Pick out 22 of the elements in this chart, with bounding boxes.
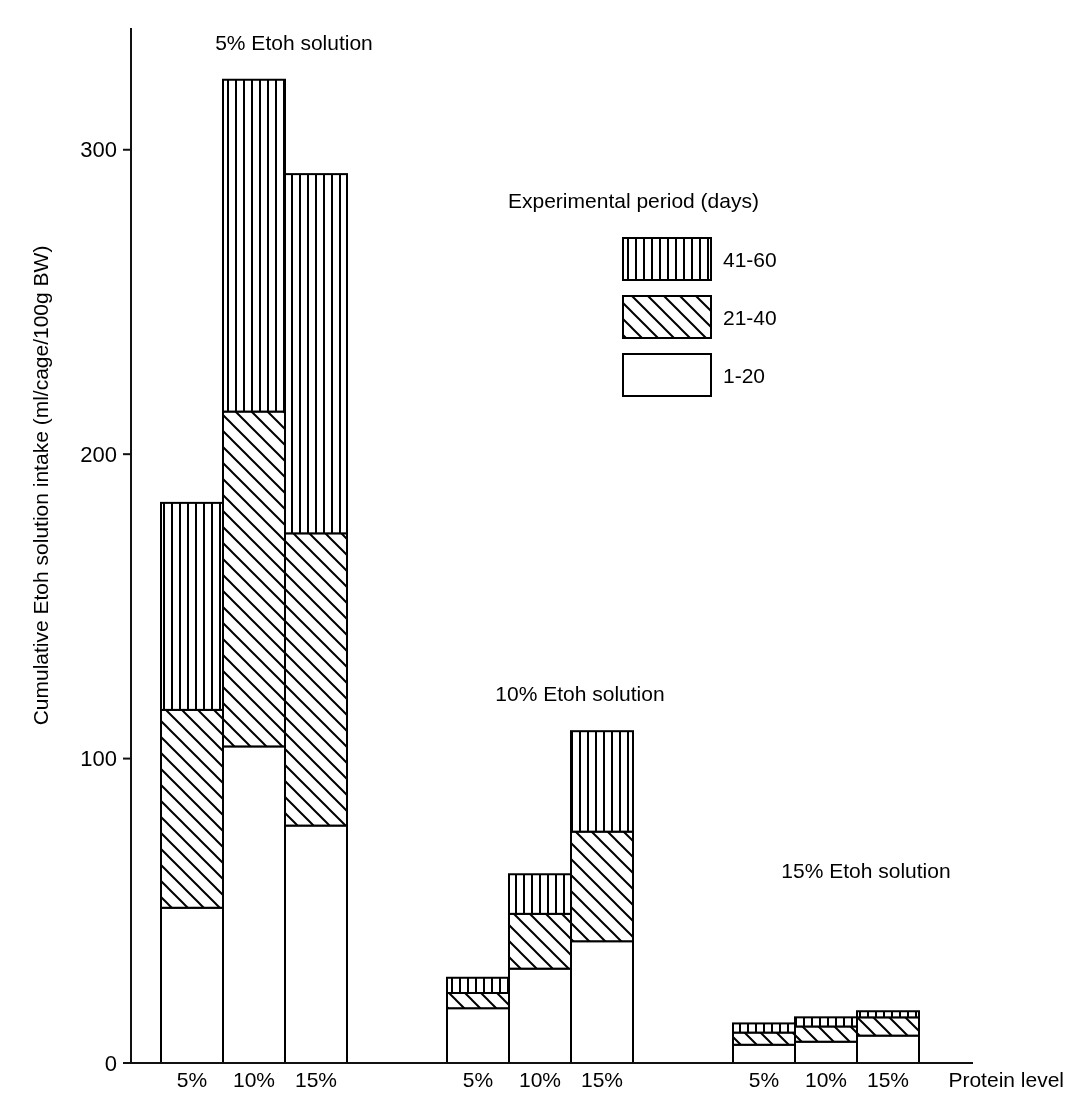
y-axis-title: Cumulative Etoh solution intake (ml/cage/100g BW) bbox=[29, 245, 52, 726]
x-tick-label: 5% bbox=[462, 1068, 494, 1091]
legend-label: 21-40 bbox=[723, 306, 777, 329]
x-tick-label: 15% bbox=[294, 1068, 338, 1091]
x-tick-label: 15% bbox=[580, 1068, 624, 1091]
annotation: 15% Etoh solution bbox=[781, 859, 951, 882]
annotation: 10% Etoh solution bbox=[495, 682, 665, 706]
y-tick-label: 300 bbox=[80, 137, 117, 163]
x-tick-label: 15% bbox=[866, 1068, 910, 1091]
annotation: 5% Etoh solution bbox=[215, 30, 373, 54]
x-axis-title: Protein level bbox=[948, 1068, 1064, 1091]
x-tick-label: 10% bbox=[232, 1068, 276, 1091]
x-tick-label: 5% bbox=[176, 1068, 208, 1091]
legend-label: 1-20 bbox=[723, 364, 766, 387]
y-tick-label: 100 bbox=[80, 746, 117, 772]
x-tick-label: 10% bbox=[518, 1068, 562, 1091]
y-tick-label: 200 bbox=[80, 441, 117, 467]
x-tick-label: 5% bbox=[748, 1068, 780, 1091]
y-tick-label: 0 bbox=[104, 1050, 117, 1076]
legend-label: 41-60 bbox=[723, 248, 777, 271]
x-tick-label: 10% bbox=[804, 1068, 848, 1091]
legend-title: Experimental period (days) bbox=[508, 189, 759, 212]
